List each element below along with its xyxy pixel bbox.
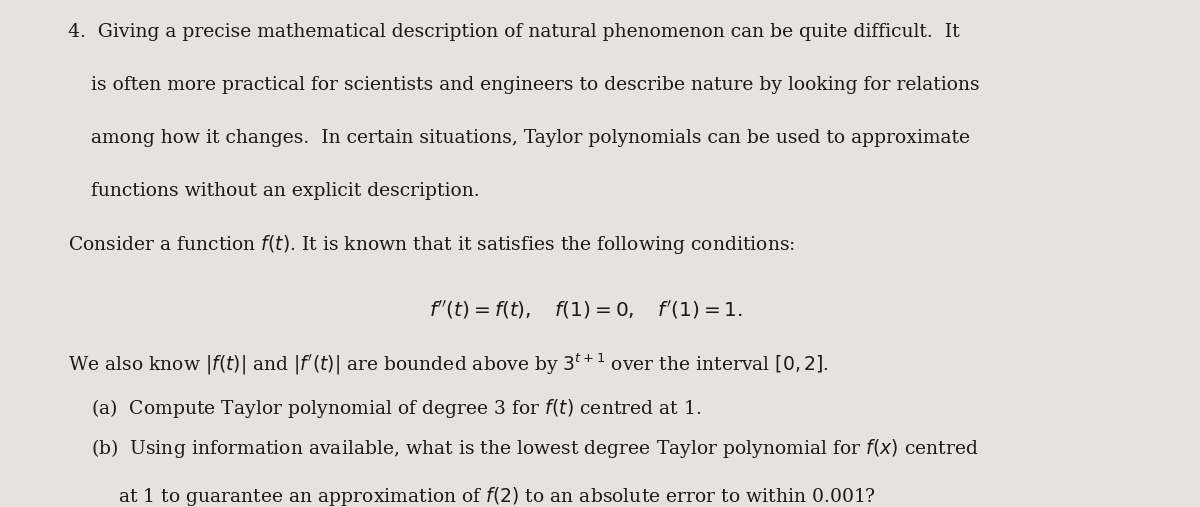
Text: We also know $|f(t)|$ and $|f'(t)|$ are bounded above by $3^{t+1}$ over the inte: We also know $|f(t)|$ and $|f'(t)|$ are … xyxy=(68,351,829,377)
Text: among how it changes.  In certain situations, Taylor polynomials can be used to : among how it changes. In certain situati… xyxy=(91,129,971,147)
Text: Consider a function $f(t)$. It is known that it satisfies the following conditio: Consider a function $f(t)$. It is known … xyxy=(68,233,796,256)
Text: is often more practical for scientists and engineers to describe nature by looki: is often more practical for scientists a… xyxy=(91,76,980,94)
Text: functions without an explicit description.: functions without an explicit descriptio… xyxy=(91,183,480,200)
Text: (a)  Compute Taylor polynomial of degree 3 for $f(t)$ centred at 1.: (a) Compute Taylor polynomial of degree … xyxy=(91,397,702,420)
Text: at 1 to guarantee an approximation of $f(2)$ to an absolute error to within 0.00: at 1 to guarantee an approximation of $f… xyxy=(118,485,876,507)
Text: $f''(t) = f(t), \quad f(1) = 0, \quad f'(1) = 1.$: $f''(t) = f(t), \quad f(1) = 0, \quad f'… xyxy=(428,299,743,321)
Text: 4.  Giving a precise mathematical description of natural phenomenon can be quite: 4. Giving a precise mathematical descrip… xyxy=(68,23,960,41)
Text: (b)  Using information available, what is the lowest degree Taylor polynomial fo: (b) Using information available, what is… xyxy=(91,437,979,460)
